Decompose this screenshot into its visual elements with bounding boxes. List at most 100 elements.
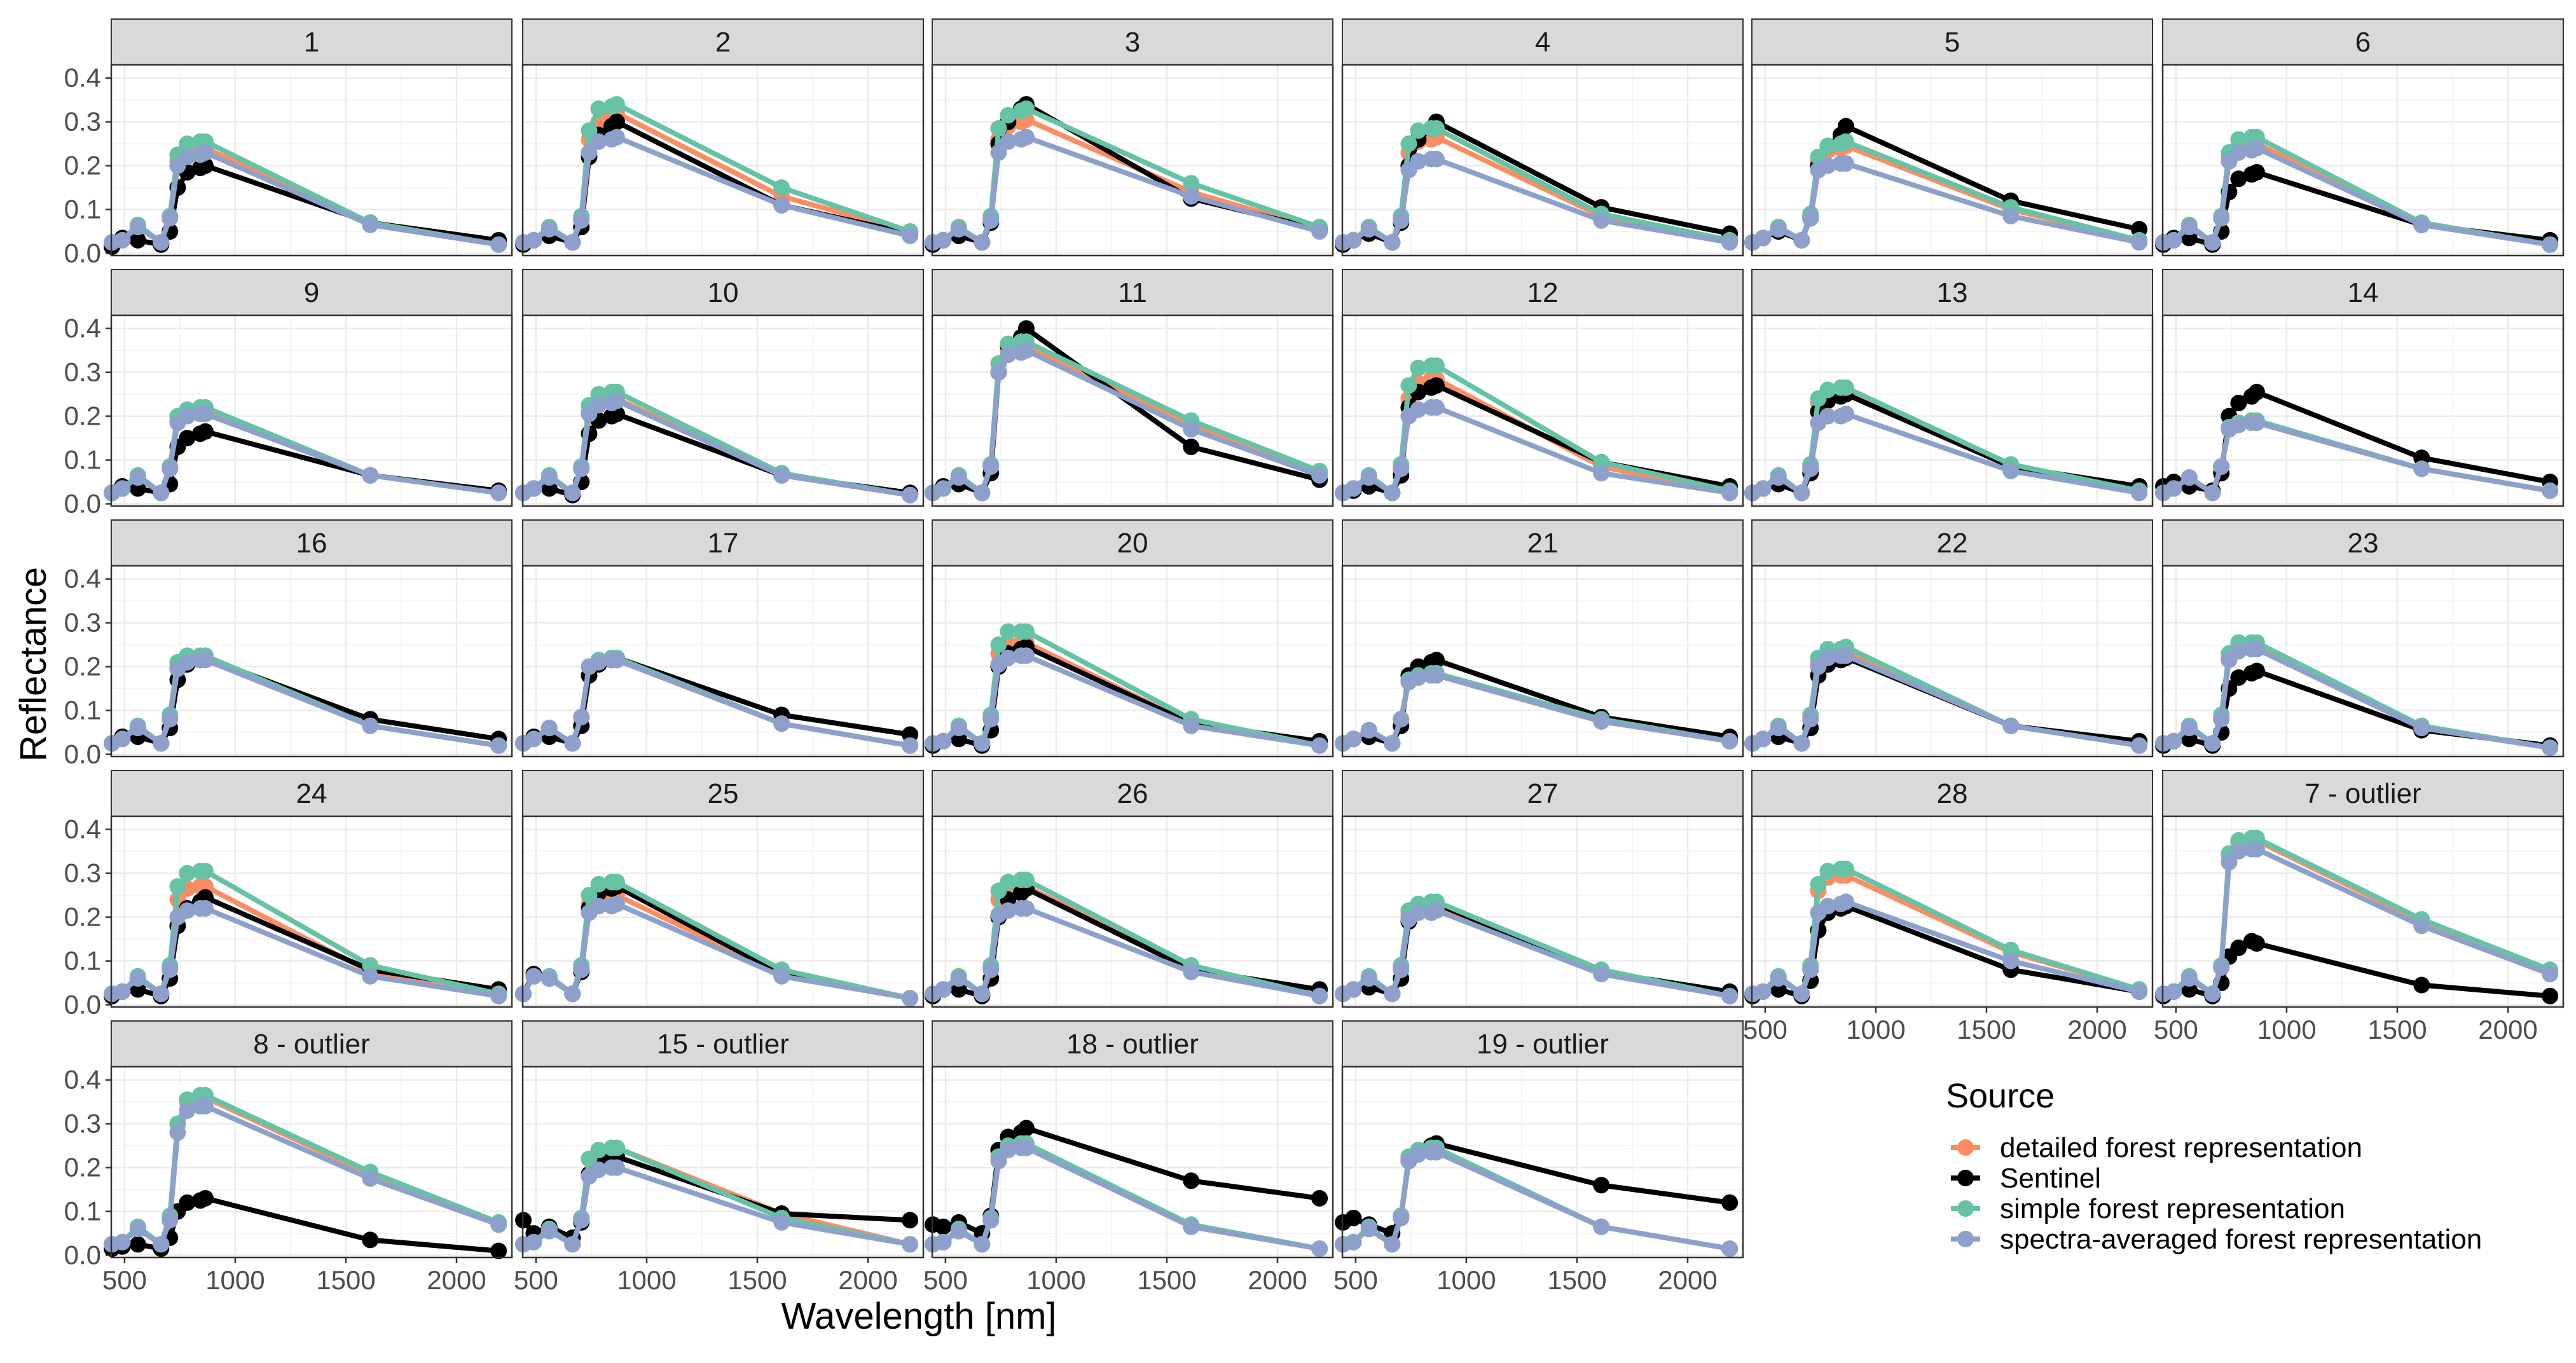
- data-point-averaged: [2413, 720, 2430, 737]
- panel-border: [521, 815, 925, 1008]
- data-point-averaged: [1802, 961, 1819, 978]
- panel-border: [110, 64, 513, 257]
- panel-17: 17: [515, 519, 925, 758]
- data-point-averaged: [129, 219, 146, 236]
- data-point-averaged: [114, 231, 131, 249]
- legend-key-point: [1957, 1200, 1974, 1217]
- data-point-averaged: [2131, 737, 2148, 754]
- legend-key-point: [1957, 1139, 1974, 1156]
- data-point-averaged: [1000, 346, 1017, 364]
- data-point-sentinel: [1183, 438, 1200, 455]
- data-point-averaged: [1770, 221, 1787, 238]
- panel-border: [931, 1065, 1334, 1259]
- data-point-averaged: [974, 985, 991, 1003]
- data-point-averaged: [1393, 1209, 1410, 1226]
- data-point-averaged: [1793, 985, 1810, 1003]
- data-point-averaged: [1345, 730, 1362, 748]
- data-point-sentinel: [2248, 383, 2265, 401]
- data-point-averaged: [2542, 482, 2559, 499]
- data-point-averaged: [2230, 416, 2247, 434]
- data-point-averaged: [1410, 1146, 1427, 1163]
- data-point-sentinel: [2413, 976, 2430, 994]
- data-point-averaged: [590, 133, 607, 150]
- data-point-averaged: [362, 968, 379, 985]
- data-point-averaged: [1802, 210, 1819, 227]
- data-point-averaged: [362, 467, 379, 484]
- panel-24: 24 0.0 0.1 0.2 0.3 0.4: [64, 770, 513, 1020]
- data-point-averaged: [2002, 207, 2020, 224]
- data-point-averaged: [1593, 1218, 1610, 1235]
- x-tick-label: 2000: [2067, 1015, 2126, 1045]
- data-point-averaged: [1754, 730, 1772, 748]
- data-point-simple: [1183, 175, 1200, 192]
- data-point-averaged: [1721, 987, 1739, 1004]
- data-point-averaged: [1428, 1144, 1445, 1161]
- data-point-averaged: [196, 144, 214, 161]
- legend-label: simple forest representation: [2000, 1193, 2345, 1224]
- data-point-averaged: [153, 735, 170, 752]
- panel-8-outlier: 8 - outlier 0.0 0.1 0.2 0.3 0.4 500 1000 1500 200…: [64, 1020, 513, 1295]
- data-point-sentinel: [129, 1236, 146, 1253]
- data-point-averaged: [2413, 216, 2430, 233]
- legend-key-point: [1957, 1170, 1974, 1186]
- data-point-averaged: [2248, 840, 2265, 858]
- data-point-averaged: [581, 144, 598, 161]
- data-point-averaged: [564, 1236, 581, 1253]
- x-tick-label: 500: [1743, 1015, 1787, 1045]
- panel-strip-label: 8 - outlier: [253, 1029, 369, 1060]
- panel-strip: [111, 770, 513, 817]
- data-point-averaged: [1183, 421, 1200, 438]
- x-tick-label: 2000: [2478, 1015, 2537, 1045]
- data-point-averaged: [974, 484, 991, 502]
- data-point-sentinel: [2230, 170, 2247, 188]
- data-point-averaged: [525, 231, 542, 249]
- panel-strip-label: 28: [1937, 778, 1968, 809]
- x-tick-label: 1000: [205, 1265, 265, 1295]
- data-point-simple: [169, 878, 186, 895]
- legend-entry-averaged: spectra-averaged forest representation: [1951, 1224, 2482, 1255]
- data-point-averaged: [773, 1214, 790, 1231]
- y-tick-label: 0.2: [64, 652, 101, 682]
- data-point-averaged: [564, 234, 581, 251]
- panel-strip-label: 19 - outlier: [1477, 1029, 1609, 1060]
- y-tick-label: 0.2: [64, 401, 101, 431]
- data-point-averaged: [1770, 970, 1787, 987]
- data-point-averaged: [590, 898, 607, 915]
- data-point-averaged: [490, 987, 507, 1004]
- data-point-averaged: [169, 1124, 186, 1141]
- data-point-averaged: [525, 968, 542, 985]
- panel-border: [521, 64, 925, 257]
- data-point-averaged: [950, 1223, 967, 1240]
- data-point-averaged: [541, 720, 558, 737]
- data-point-averaged: [1721, 732, 1739, 750]
- data-point-averaged: [2204, 484, 2221, 502]
- y-tick-label: 0.3: [64, 858, 101, 888]
- data-point-sentinel: [1017, 1120, 1035, 1137]
- panel-border: [110, 1065, 513, 1259]
- panel-5: 5: [1744, 18, 2154, 257]
- data-point-averaged: [573, 708, 590, 725]
- panel-strip: [522, 1020, 924, 1067]
- data-point-averaged: [129, 469, 146, 486]
- panel-border: [1341, 815, 1744, 1008]
- data-point-sentinel: [490, 1242, 507, 1259]
- panel-strip: [522, 269, 924, 316]
- x-tick-label: 1000: [2257, 1015, 2316, 1045]
- data-point-averaged: [608, 895, 625, 912]
- y-tick-label: 0.3: [64, 1109, 101, 1139]
- data-point-simple: [179, 135, 196, 153]
- panel-strip: [1751, 18, 2153, 65]
- data-point-averaged: [1593, 212, 1610, 229]
- data-point-averaged: [541, 469, 558, 486]
- panel-4: 4: [1335, 18, 1744, 257]
- x-tick-label: 1500: [316, 1265, 375, 1295]
- y-tick-label: 0.2: [64, 1153, 101, 1182]
- panel-border: [1341, 314, 1744, 507]
- y-tick-label: 0.1: [64, 695, 101, 725]
- panel-strip-label: 24: [296, 778, 327, 809]
- y-tick-label: 0.4: [64, 564, 101, 594]
- data-point-averaged: [1754, 229, 1772, 247]
- panel-strip: [1342, 269, 1744, 316]
- data-point-sentinel: [935, 1218, 952, 1235]
